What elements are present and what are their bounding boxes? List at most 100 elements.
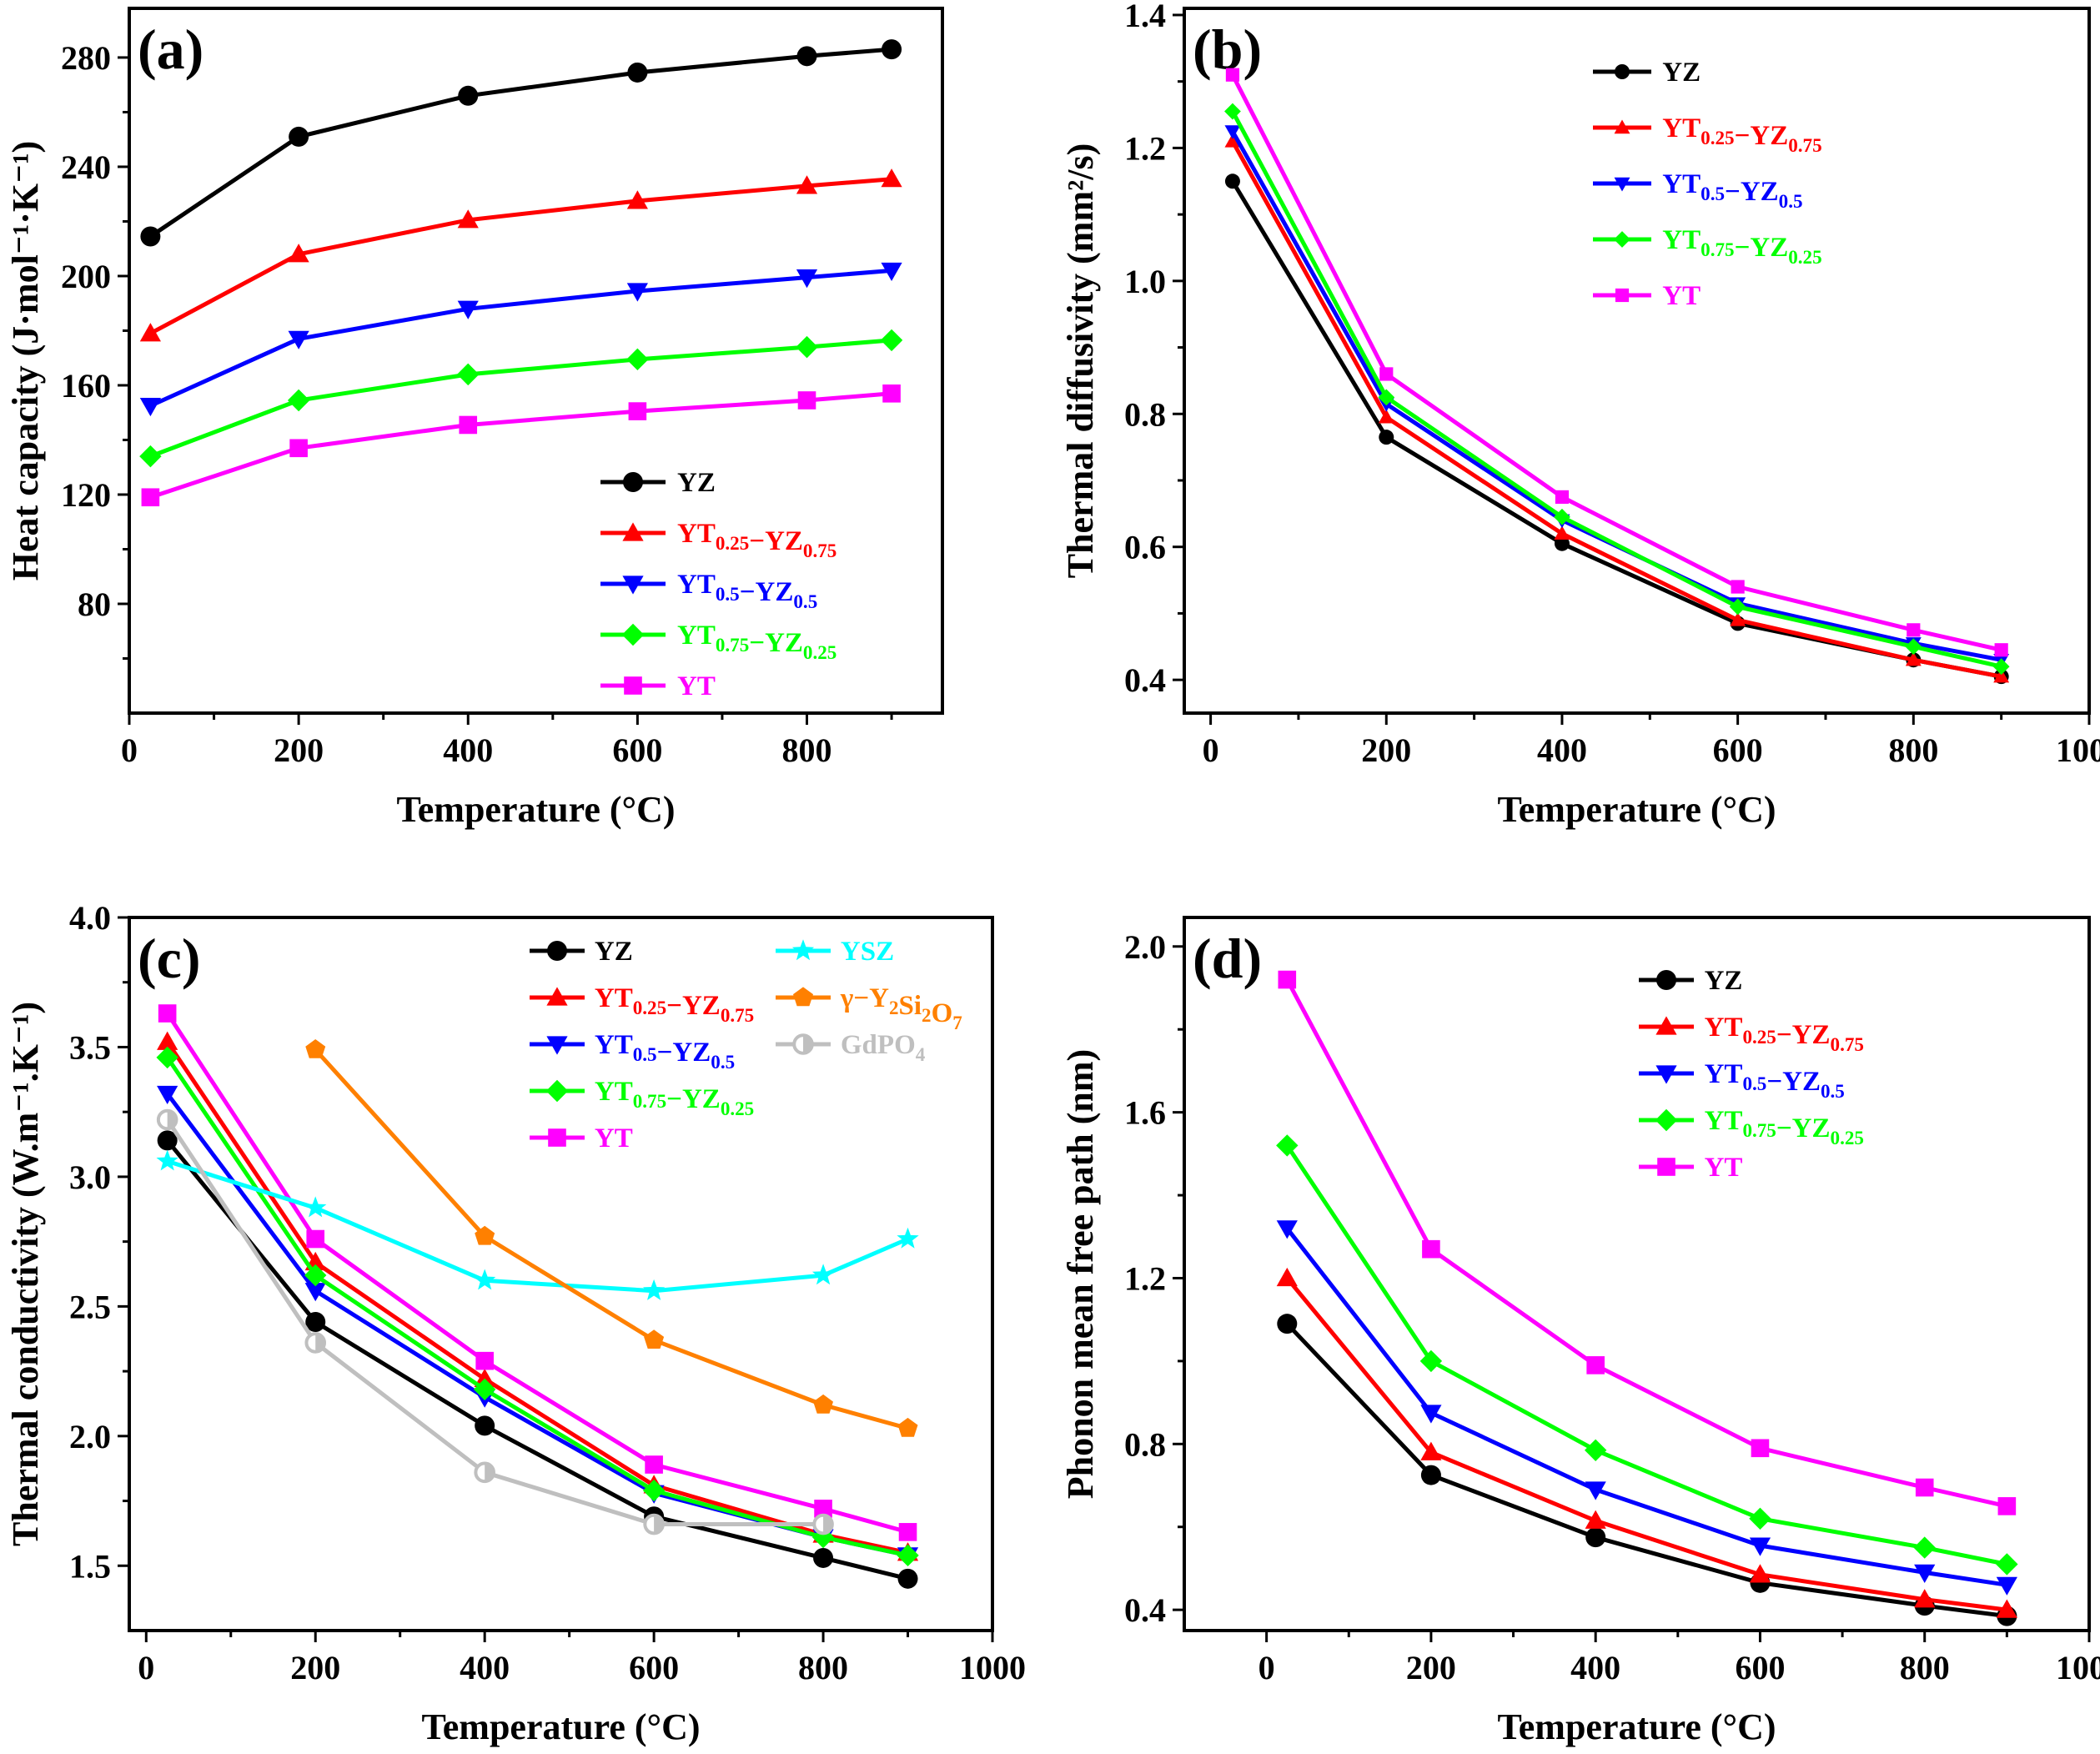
data-point <box>1554 525 1570 540</box>
plot-frame <box>1183 916 2091 1632</box>
y-tick-label: 160 <box>61 367 111 405</box>
legend-label: YT <box>677 671 716 701</box>
series-yt <box>1225 68 2008 657</box>
data-point <box>1749 1564 1771 1583</box>
x-axis-title: Temperature (°C) <box>1497 1706 1776 1747</box>
series-yt0-5-yz0-5 <box>1224 125 2010 668</box>
series-line <box>165 1092 909 1558</box>
data-point <box>1584 1439 1607 1461</box>
data-point <box>626 190 648 209</box>
data-point <box>645 1455 663 1474</box>
data-point <box>1225 68 1240 82</box>
x-tick-label: 0 <box>1203 731 1219 769</box>
y-tick-label: 1.6 <box>1124 1094 1166 1132</box>
legend-marker <box>548 1128 566 1147</box>
x-tick-label: 400 <box>460 1649 510 1686</box>
data-point <box>289 439 308 458</box>
legend-item: YT0.75−YZ0.25 <box>1639 1106 1864 1148</box>
data-point <box>880 329 903 352</box>
data-point <box>475 1225 495 1245</box>
data-point <box>811 1525 835 1549</box>
y-tick-label: 0.8 <box>1124 395 1166 433</box>
data-point <box>306 1229 325 1249</box>
data-point <box>475 1415 495 1436</box>
legend-item: YT0.5−YZ0.5 <box>600 570 817 612</box>
series-line <box>1285 1276 2007 1612</box>
plot-frame <box>1183 7 2091 715</box>
series-ysz <box>156 1149 919 1300</box>
data-point <box>158 1004 177 1023</box>
data-point <box>1379 430 1394 445</box>
chart-panel-c: 0 200 400 600 800 1000 1.5 2.0 2.5 3.0 3.5 4.0 Tempe… <box>5 899 1026 1747</box>
x-tick-label: 1000 <box>959 1649 1026 1686</box>
legend-item: YT0.25−YZ0.75 <box>1639 1013 1864 1055</box>
data-point <box>474 1461 495 1484</box>
data-point <box>141 488 160 507</box>
x-tick-label: 600 <box>1735 1649 1785 1686</box>
series-yt0-5-yz0-5 <box>157 1085 919 1566</box>
legend-label: YT0.25−YZ0.75 <box>1705 1013 1864 1055</box>
legend-marker <box>1614 177 1630 192</box>
legend-marker <box>1656 970 1676 990</box>
y-tick-label: 1.4 <box>1124 0 1166 34</box>
legend-item: YT0.25−YZ0.75 <box>530 983 754 1026</box>
series-line <box>165 1138 909 1581</box>
plot-frame <box>128 7 944 715</box>
x-axis-title: Temperature (°C) <box>396 789 675 830</box>
y-tick-label: 2.0 <box>69 1418 111 1455</box>
legend-item: YZ <box>1593 58 1701 88</box>
x-tick-label: 800 <box>1888 731 1938 769</box>
panel-label: (d) <box>1193 927 1262 990</box>
data-point <box>1224 125 1241 139</box>
series-yt0-25-yz0-75 <box>1224 133 2010 683</box>
y-axis-title: Thermal conductivity (W.m⁻¹.K⁻¹) <box>5 1002 46 1546</box>
data-point <box>1378 409 1394 424</box>
data-point <box>157 1031 178 1050</box>
data-point <box>287 389 310 412</box>
legend-item: YZ <box>600 468 716 498</box>
series-yz <box>140 39 902 247</box>
data-point <box>796 335 818 359</box>
x-tick-label: 200 <box>274 731 324 769</box>
data-point <box>474 1269 496 1290</box>
data-point <box>881 168 902 188</box>
x-tick-label: 0 <box>121 731 138 769</box>
series-yt0-75-yz0-25 <box>139 329 903 468</box>
data-point <box>1224 103 1241 120</box>
y-tick-label: 2.0 <box>1124 928 1166 966</box>
y-tick-label: 200 <box>61 258 111 295</box>
data-point <box>797 391 816 410</box>
data-point <box>1751 1439 1770 1458</box>
y-tick-label: 0.8 <box>1124 1425 1166 1463</box>
data-point <box>305 1039 326 1058</box>
legend-item: YSZ <box>776 937 894 967</box>
data-point <box>288 244 309 263</box>
data-point <box>897 1417 918 1437</box>
data-point <box>457 363 480 386</box>
series-line <box>149 47 892 239</box>
x-tick-label: 1000 <box>2056 1649 2100 1686</box>
data-point <box>458 85 479 106</box>
legend-label: YZ <box>1662 58 1701 88</box>
data-point <box>457 300 479 319</box>
data-point <box>156 1108 178 1131</box>
series-yt0-25-yz0-75 <box>1276 1267 2017 1618</box>
legend-marker <box>546 987 568 1006</box>
data-point <box>1224 133 1241 148</box>
data-point <box>627 62 648 83</box>
legend-item: YZ <box>530 937 633 967</box>
legend-item: YT <box>600 671 716 701</box>
data-point <box>1419 1349 1443 1373</box>
series-line <box>1230 130 2002 662</box>
legend-label: YT0.5−YZ0.5 <box>677 570 817 612</box>
y-tick-label: 280 <box>61 39 111 77</box>
y-tick-label: 2.5 <box>69 1288 111 1325</box>
data-point <box>882 39 902 60</box>
data-point <box>1555 490 1570 505</box>
data-point <box>1278 970 1297 989</box>
data-point <box>814 1500 832 1518</box>
data-point <box>1997 1497 2017 1515</box>
series-line <box>166 1158 909 1294</box>
data-point <box>643 1513 665 1535</box>
data-point <box>898 1523 917 1541</box>
